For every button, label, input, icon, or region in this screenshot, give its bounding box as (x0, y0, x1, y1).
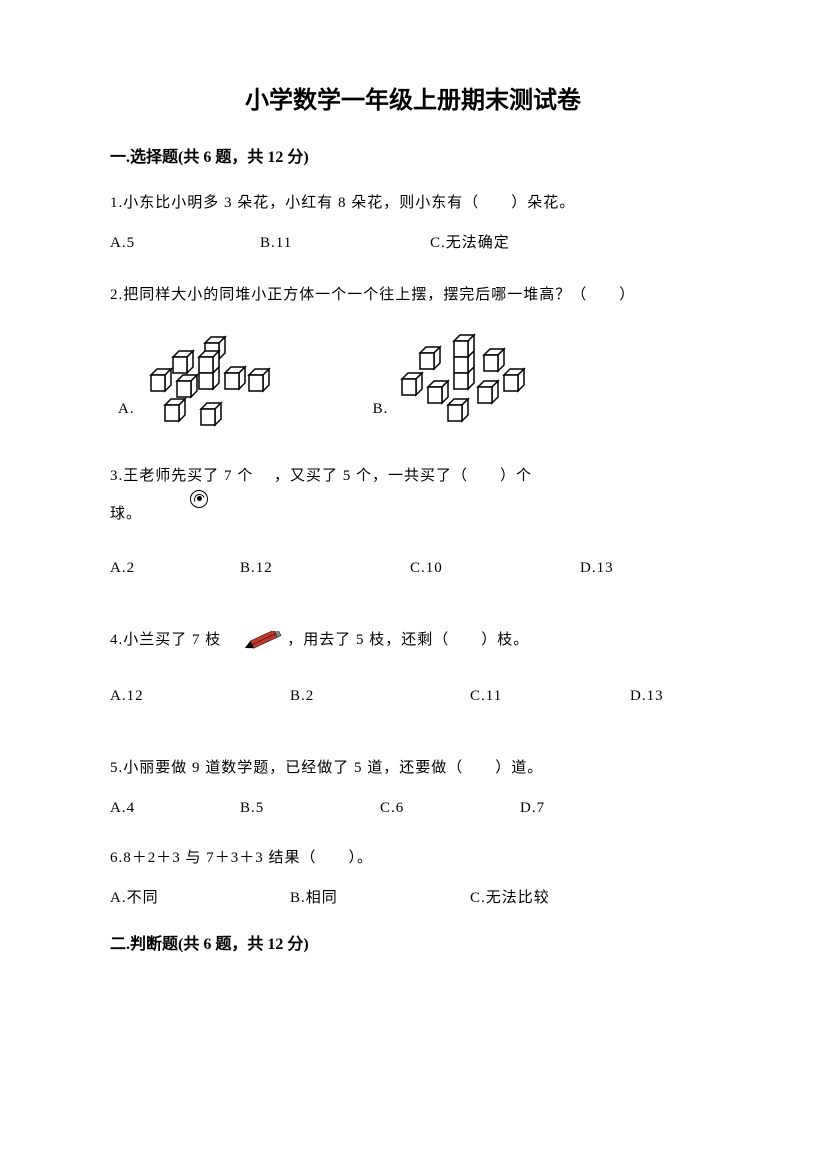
question-6: 6.8＋2＋3 与 7＋3＋3 结果（ ）。 A.不同 B.相同 C.无法比较 (110, 840, 716, 916)
q3-option-b: B.12 (240, 550, 410, 586)
q4-option-c: C.11 (470, 678, 630, 714)
q4-text: 4.小兰买了 7 枝 ，用去了 5 枝，还剩（ ）枝。 (110, 622, 716, 658)
cubes-a-icon (143, 333, 283, 433)
q5-text: 5.小丽要做 9 道数学题，已经做了 5 道，还要做（ ）道。 (110, 750, 716, 786)
q2-a-label: A. (118, 391, 135, 433)
q2-options: A. (110, 333, 716, 433)
q3-text-before: 3.王老师先买了 7 个 (110, 468, 269, 484)
question-3: 3.王老师先买了 7 个 ，又买了 5 个，一共买了（ ）个 球。 A.2 B.… (110, 463, 716, 586)
q6-options: A.不同 B.相同 C.无法比较 (110, 880, 716, 916)
q6-option-b: B.相同 (290, 880, 470, 916)
q5-option-b: B.5 (240, 790, 380, 826)
q1-option-c: C.无法确定 (430, 225, 590, 261)
pencil-icon (241, 631, 283, 649)
q5-option-a: A.4 (110, 790, 240, 826)
q4-text-before: 4.小兰买了 7 枝 (110, 622, 237, 658)
cubes-b-icon (396, 333, 536, 433)
q3-options: A.2 B.12 C.10 D.13 (110, 550, 716, 586)
q1-option-b: B.11 (260, 225, 430, 261)
q6-option-a: A.不同 (110, 880, 290, 916)
question-1: 1.小东比小明多 3 朵花，小红有 8 朵花，则小东有（ ）朵花。 A.5 B.… (110, 185, 716, 261)
question-4: 4.小兰买了 7 枝 ，用去了 5 枝，还剩（ ）枝。 A.12 B.2 C.1… (110, 622, 716, 714)
q5-option-d: D.7 (520, 790, 716, 826)
q6-option-c: C.无法比较 (470, 880, 630, 916)
q1-text: 1.小东比小明多 3 朵花，小红有 8 朵花，则小东有（ ）朵花。 (110, 185, 716, 221)
q1-options: A.5 B.11 C.无法确定 (110, 225, 716, 261)
q2-option-b: B. (373, 333, 537, 433)
q4-option-a: A.12 (110, 678, 290, 714)
q4-options: A.12 B.2 C.11 D.13 (110, 678, 716, 714)
question-2: 2.把同样大小的同堆小正方体一个一个往上摆，摆完后哪一堆高？（ ） A. (110, 277, 716, 433)
q4-option-b: B.2 (290, 678, 470, 714)
q4-option-d: D.13 (630, 678, 716, 714)
q2-text: 2.把同样大小的同堆小正方体一个一个往上摆，摆完后哪一堆高？（ ） (110, 277, 716, 313)
section-2-header: 二.判断题(共 6 题，共 12 分) (110, 930, 716, 954)
question-5: 5.小丽要做 9 道数学题，已经做了 5 道，还要做（ ）道。 A.4 B.5 … (110, 750, 716, 826)
q4-text-after: ，用去了 5 枝，还剩（ ）枝。 (287, 622, 529, 658)
q3-option-c: C.10 (410, 550, 580, 586)
q3-option-a: A.2 (110, 550, 240, 586)
q2-b-label: B. (373, 391, 389, 433)
q3-text-after: ，又买了 5 个，一共买了（ ）个 (274, 468, 532, 484)
page-title: 小学数学一年级上册期末测试卷 (110, 80, 716, 115)
section-1-header: 一.选择题(共 6 题，共 12 分) (110, 143, 716, 167)
q3-option-d: D.13 (580, 550, 716, 586)
q3-text: 3.王老师先买了 7 个 ，又买了 5 个，一共买了（ ）个 (110, 463, 716, 490)
q6-text: 6.8＋2＋3 与 7＋3＋3 结果（ ）。 (110, 840, 716, 876)
q5-options: A.4 B.5 C.6 D.7 (110, 790, 716, 826)
q5-option-c: C.6 (380, 790, 520, 826)
q2-option-a: A. (118, 333, 283, 433)
ball-icon (190, 490, 208, 508)
q1-option-a: A.5 (110, 225, 260, 261)
